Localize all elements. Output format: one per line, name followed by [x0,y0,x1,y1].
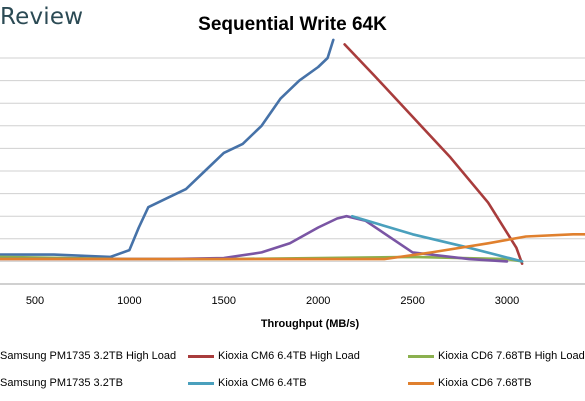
x-axis-label: Throughput (MB/s) [261,318,360,330]
x-tick-label: 500 [26,295,44,307]
series-line [0,38,335,259]
x-tick-label: 2500 [400,295,424,307]
x-axis: 500 1000 1500 2000 2500 3000 [26,295,519,307]
x-tick-label: 1500 [212,295,236,307]
series-line [343,43,524,266]
chart-title: Sequential Write 64K [198,14,387,35]
series-lines [0,38,585,266]
brand-logo: Review [0,4,84,30]
x-tick-label: 2000 [306,295,330,307]
x-tick-label: 1000 [117,295,141,307]
x-tick-label: 3000 [495,295,519,307]
gridlines [0,57,585,285]
series-line [0,233,585,261]
series-line [350,214,524,263]
